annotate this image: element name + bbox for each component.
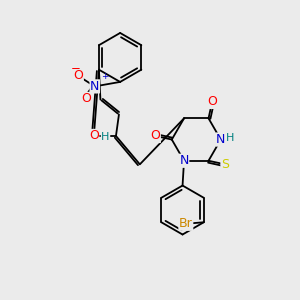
Text: +: + — [101, 72, 108, 81]
Text: N: N — [179, 154, 189, 167]
Text: Br: Br — [179, 217, 193, 230]
Text: S: S — [221, 158, 229, 171]
Text: H: H — [101, 133, 110, 142]
Text: O: O — [150, 130, 160, 142]
Text: O: O — [74, 69, 83, 82]
Text: H: H — [226, 133, 235, 143]
Text: N: N — [90, 80, 99, 93]
Text: O: O — [89, 130, 99, 142]
Text: O: O — [207, 95, 217, 108]
Text: N: N — [216, 133, 226, 146]
Text: −: − — [71, 62, 81, 75]
Text: O: O — [81, 92, 91, 105]
